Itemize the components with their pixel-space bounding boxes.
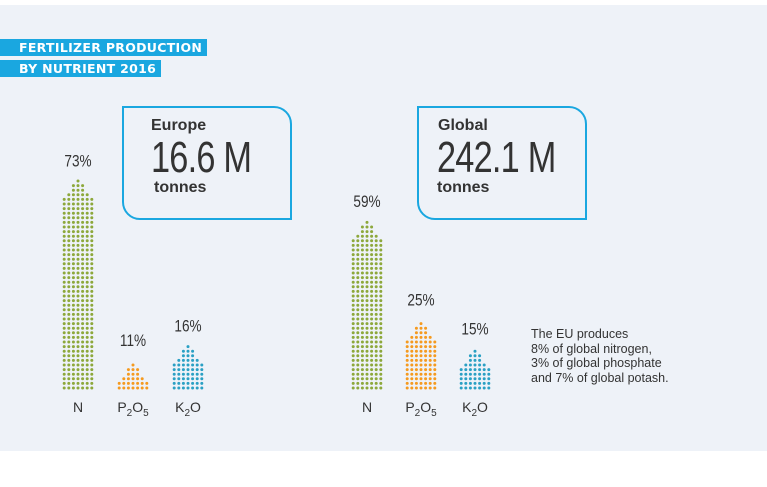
europe-box-label: Europe — [151, 117, 207, 134]
global-bar-k2o — [459, 349, 491, 390]
europe-bar-n — [62, 179, 94, 390]
europe-total-unit: tonnes — [154, 179, 207, 196]
global-value-label-k2o: 15% — [461, 320, 488, 339]
infographic-panel — [0, 5, 767, 451]
global-total-box — [417, 106, 587, 220]
europe-bar-k2o — [172, 345, 204, 390]
global-category-label-2: K2O — [462, 399, 488, 419]
europe-category-label-1: P2O5 — [117, 399, 149, 419]
chart-title-line-2: BY NUTRIENT 2016 — [0, 60, 162, 77]
eu-share-note: The EU produces 8% of global nitrogen, 3… — [531, 327, 669, 385]
global-value-label-p2o5: 25% — [407, 291, 434, 310]
global-bar-n — [351, 220, 383, 390]
europe-bar-p2o5 — [117, 363, 149, 390]
global-bar-p2o5 — [405, 322, 437, 390]
europe-value-label-n: 73% — [64, 152, 91, 171]
global-total-unit: tonnes — [437, 179, 490, 196]
europe-category-label-2: K2O — [175, 399, 201, 419]
global-category-label-1: P2O5 — [405, 399, 437, 419]
chart-title-line-1: FERTILIZER PRODUCTION — [0, 39, 208, 56]
europe-total-value: 16.6 M — [151, 133, 252, 182]
global-value-label-n: 59% — [353, 193, 380, 212]
global-box-label: Global — [438, 117, 488, 134]
global-total-value: 242.1 M — [437, 133, 556, 182]
europe-category-label-0: N — [73, 399, 83, 415]
global-category-label-0: N — [362, 399, 372, 415]
europe-value-label-k2o: 16% — [174, 317, 201, 336]
europe-value-label-p2o5: 11% — [120, 332, 146, 351]
europe-total-box — [122, 106, 292, 220]
